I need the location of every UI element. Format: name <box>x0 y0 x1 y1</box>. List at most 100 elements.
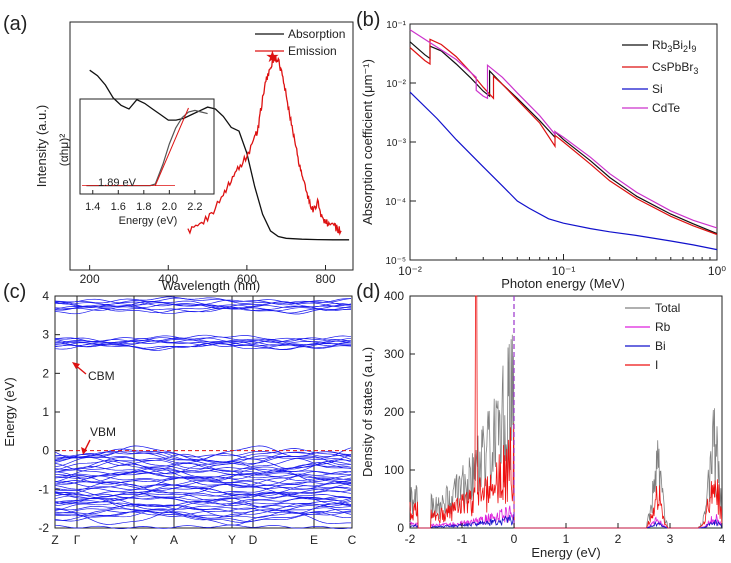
valence-band-line <box>54 480 352 487</box>
panel-d-frame <box>409 295 723 529</box>
panel-a-inset: 1.4 1.6 1.8 2.0 2.2 Energy (eV) (αhμ)² 1.89 … <box>57 98 215 227</box>
conduction-band-line <box>54 334 352 342</box>
valence-band-line <box>54 478 352 493</box>
legend-label-rb: Rb <box>655 320 671 334</box>
inset-tick-label: 2.0 <box>162 201 177 213</box>
valence-band-line <box>54 470 351 487</box>
x-tick-label: 1 <box>563 532 570 546</box>
inset-x-axis: 1.4 1.6 1.8 2.0 2.2 <box>85 190 203 213</box>
panel-d-plot-area <box>409 295 723 529</box>
legend-label-rb3bi2i9: Rb3Bi2I9 <box>652 38 696 54</box>
cbm-arrow <box>72 362 87 375</box>
panel-c-y-label: Energy (eV) <box>2 377 17 446</box>
k-point-label: E <box>310 533 318 547</box>
panel-a-x-axis: 200 400 600 800 <box>80 265 336 286</box>
k-point-label: D <box>249 533 258 547</box>
conduction-band-line <box>54 340 352 348</box>
inset-y-label: (αhμ)² <box>57 134 71 167</box>
legend-label-bi: Bi <box>655 339 666 353</box>
panel-b-chart: 10⁻² 10⁻¹ 10⁰ 10⁻⁵ 10⁻⁴ 10⁻³ 10⁻² 10⁻¹ Photon e… <box>360 20 726 291</box>
inset-plot-area <box>82 107 208 187</box>
panel-b-y-label: Absorption coefficient (μm⁻¹) <box>360 59 375 225</box>
valence-band-line <box>55 511 351 526</box>
y-tick-label: 2 <box>42 366 49 380</box>
inset-annotation: 1.89 eV <box>98 177 137 189</box>
valence-band-line <box>54 450 352 464</box>
valence-band-line <box>54 484 352 497</box>
x-tick-label: 600 <box>237 272 257 286</box>
valence-band-line <box>54 503 352 511</box>
y-tick-label: 0 <box>42 444 49 458</box>
panel-d-chart: -2 -1 0 1 2 3 4 0 100 200 300 400 Energy (eV) Densi… <box>360 289 726 560</box>
x-tick-label: 10⁻² <box>398 264 422 278</box>
k-point-label: Y <box>130 533 138 547</box>
conduction-band-line <box>54 337 352 346</box>
panel-a-y-label: Intensity (a.u.) <box>34 105 49 187</box>
valence-band-line <box>54 472 352 480</box>
conduction-band-line <box>54 298 352 307</box>
valence-band-line <box>54 479 352 491</box>
y-tick-label: 10⁻² <box>386 79 406 90</box>
y-tick-label: 0 <box>397 521 404 535</box>
x-tick-label: 10⁻¹ <box>552 264 576 278</box>
valence-band-line <box>54 462 352 476</box>
y-tick-label: -1 <box>38 482 49 496</box>
x-tick-label: 3 <box>667 532 674 546</box>
panel-label-c: (c) <box>3 281 26 303</box>
inset-tick-label: 2.2 <box>187 201 202 213</box>
legend-label-cdte: CdTe <box>652 101 680 115</box>
valence-band-line <box>54 507 352 516</box>
x-tick-label: -1 <box>457 532 468 546</box>
k-point-label: Z <box>51 533 58 547</box>
valence-band-line <box>54 455 352 471</box>
legend-label-i: I <box>655 358 658 372</box>
x-tick-label: 4 <box>719 532 726 546</box>
inset-tick-label: 1.4 <box>85 201 100 213</box>
valence-band-line <box>54 495 352 510</box>
series-line-emission <box>187 54 342 236</box>
valence-band-line <box>54 503 352 514</box>
inset-x-label: Energy (eV) <box>119 215 178 227</box>
valence-band-line <box>54 476 352 485</box>
valence-band-line <box>54 511 352 523</box>
emission-peak-marker: ★ <box>265 49 279 66</box>
valence-band-line <box>54 450 352 458</box>
cbm-label: CBM <box>88 369 115 383</box>
y-tick-label: 3 <box>42 328 49 342</box>
conduction-band-line <box>54 296 352 305</box>
panel-b-x-label: Photon energy (MeV) <box>501 276 625 291</box>
k-point-label: Y <box>228 533 236 547</box>
conduction-band-line <box>54 302 352 310</box>
panel-d-axes: -2 -1 0 1 2 3 4 0 100 200 300 400 <box>384 289 726 546</box>
series-line-cdte <box>409 29 718 229</box>
panel-a-legend: Absorption Emission <box>255 27 345 58</box>
panel-d-legend: Total Rb Bi I <box>625 301 680 372</box>
valence-band-line <box>55 507 352 518</box>
legend-label-emission: Emission <box>288 44 337 58</box>
y-tick-label: 10⁻³ <box>386 138 406 149</box>
k-point-label: Γ <box>74 533 81 547</box>
deep-band-line <box>54 524 352 530</box>
y-tick-label: -2 <box>38 521 49 535</box>
y-tick-label: 10⁻¹ <box>386 20 406 31</box>
legend-label-absorption: Absorption <box>288 27 345 41</box>
series-line-i <box>409 295 723 529</box>
inset-curve <box>86 109 208 187</box>
panel-a-plot-area: ★ <box>89 49 350 241</box>
valence-band-line <box>54 483 352 493</box>
valence-band-line <box>54 502 352 517</box>
valence-band-line <box>54 491 352 499</box>
panel-b-axes: 10⁻² 10⁻¹ 10⁰ 10⁻⁵ 10⁻⁴ 10⁻³ 10⁻² 10⁻¹ <box>385 20 726 278</box>
panel-a-chart: ★ 200 400 600 800 Wavelength (nm) Intensity… <box>34 21 354 293</box>
panel-d-y-label: Density of states (a.u.) <box>360 347 375 477</box>
panel-b-legend: Rb3Bi2I9 CsPbBr3 Si CdTe <box>622 38 698 115</box>
panel-b-plot-area <box>409 29 718 251</box>
conduction-band-line <box>54 338 352 346</box>
inset-tick-label: 1.8 <box>136 201 151 213</box>
x-tick-label: 2 <box>615 532 622 546</box>
x-tick-label: 400 <box>158 272 178 286</box>
valence-band-line <box>54 457 352 474</box>
k-point-label: C <box>348 533 357 547</box>
